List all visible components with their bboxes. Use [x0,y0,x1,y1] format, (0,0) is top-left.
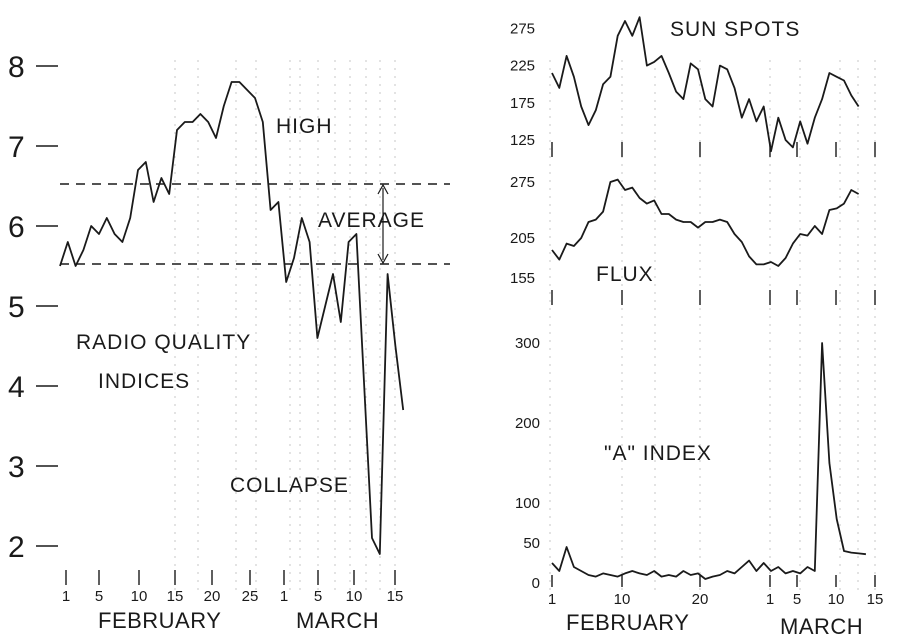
annotation-high: HIGH [276,115,333,138]
right-month-february: FEBRUARY [566,610,689,635]
a-index-y-axis: 300 200 100 50 0 [515,335,540,592]
x-tick-label: 20 [204,588,221,605]
x-tick-label: 10 [614,591,631,608]
flux-line [551,178,860,267]
y-tick-label: 100 [515,495,540,512]
x-tick-label: 1 [766,591,774,608]
y-tick-label: 205 [510,230,535,247]
y-tick-label: 300 [515,335,540,352]
left-x-axis: 1 5 10 15 20 25 1 5 10 15 [62,570,404,605]
x-tick-label: 15 [387,588,404,605]
y-tick-label: 50 [523,535,540,552]
y-tick-label: 125 [510,132,535,149]
annotation-average: AVERAGE [318,209,425,232]
y-tick-label: 175 [510,95,535,112]
y-tick-label: 7 [8,131,25,164]
sunspots-line [551,16,860,153]
radio-quality-panel: 8 7 6 5 4 3 2 HIGH AVERAGE RADIO QUALITY INDIC… [8,51,450,633]
radio-quality-line [59,81,405,555]
vertical-gridlines [174,60,876,590]
y-tick-label: 200 [515,415,540,432]
y-tick-label: 2 [8,531,25,564]
x-tick-label: 10 [131,588,148,605]
y-tick-label: 5 [8,291,25,324]
right-month-march: MARCH [780,614,863,639]
flux-y-axis: 275 205 155 [510,174,535,287]
y-tick-label: 8 [8,51,25,84]
x-tick-label: 10 [346,588,363,605]
x-tick-label: 1 [548,591,556,608]
x-tick-label: 1 [62,588,70,605]
x-tick-label: 5 [793,591,801,608]
a-index-title: "A" INDEX [604,442,712,465]
y-tick-label: 3 [8,451,25,484]
sunspots-panel: 275 225 175 125 SUN SPOTS [510,16,876,157]
y-tick-label: 275 [510,20,535,37]
x-tick-label: 1 [280,588,288,605]
y-tick-label: 275 [510,174,535,191]
annotation-indices: INDICES [98,370,190,393]
sunspots-y-axis: 275 225 175 125 [510,20,535,149]
annotation-collapse: COLLAPSE [230,474,349,497]
x-tick-label: 5 [95,588,103,605]
a-index-line [551,342,866,580]
flux-title: FLUX [596,263,654,286]
sunspots-title: SUN SPOTS [670,18,800,41]
flux-panel: 275 205 155 FLUX [510,174,876,305]
x-tick-label: 5 [314,588,322,605]
x-tick-label: 25 [242,588,259,605]
flux-tick-marks [551,290,876,305]
average-range-arrow [377,183,389,265]
left-y-axis: 8 7 6 5 4 3 2 [8,51,58,564]
x-tick-label: 20 [692,591,709,608]
left-month-february: FEBRUARY [98,608,221,633]
x-tick-label: 15 [167,588,184,605]
x-tick-label: 15 [867,591,884,608]
sunspots-tick-marks [551,142,876,157]
y-tick-label: 0 [532,575,540,592]
y-tick-label: 6 [8,211,25,244]
y-tick-label: 4 [8,371,25,404]
right-x-axis: 1 10 20 1 5 10 15 [548,575,884,608]
left-month-march: MARCH [296,608,379,633]
x-tick-label: 10 [828,591,845,608]
y-tick-label: 155 [510,270,535,287]
y-tick-label: 225 [510,58,535,75]
annotation-radio-quality: RADIO QUALITY [76,331,251,354]
